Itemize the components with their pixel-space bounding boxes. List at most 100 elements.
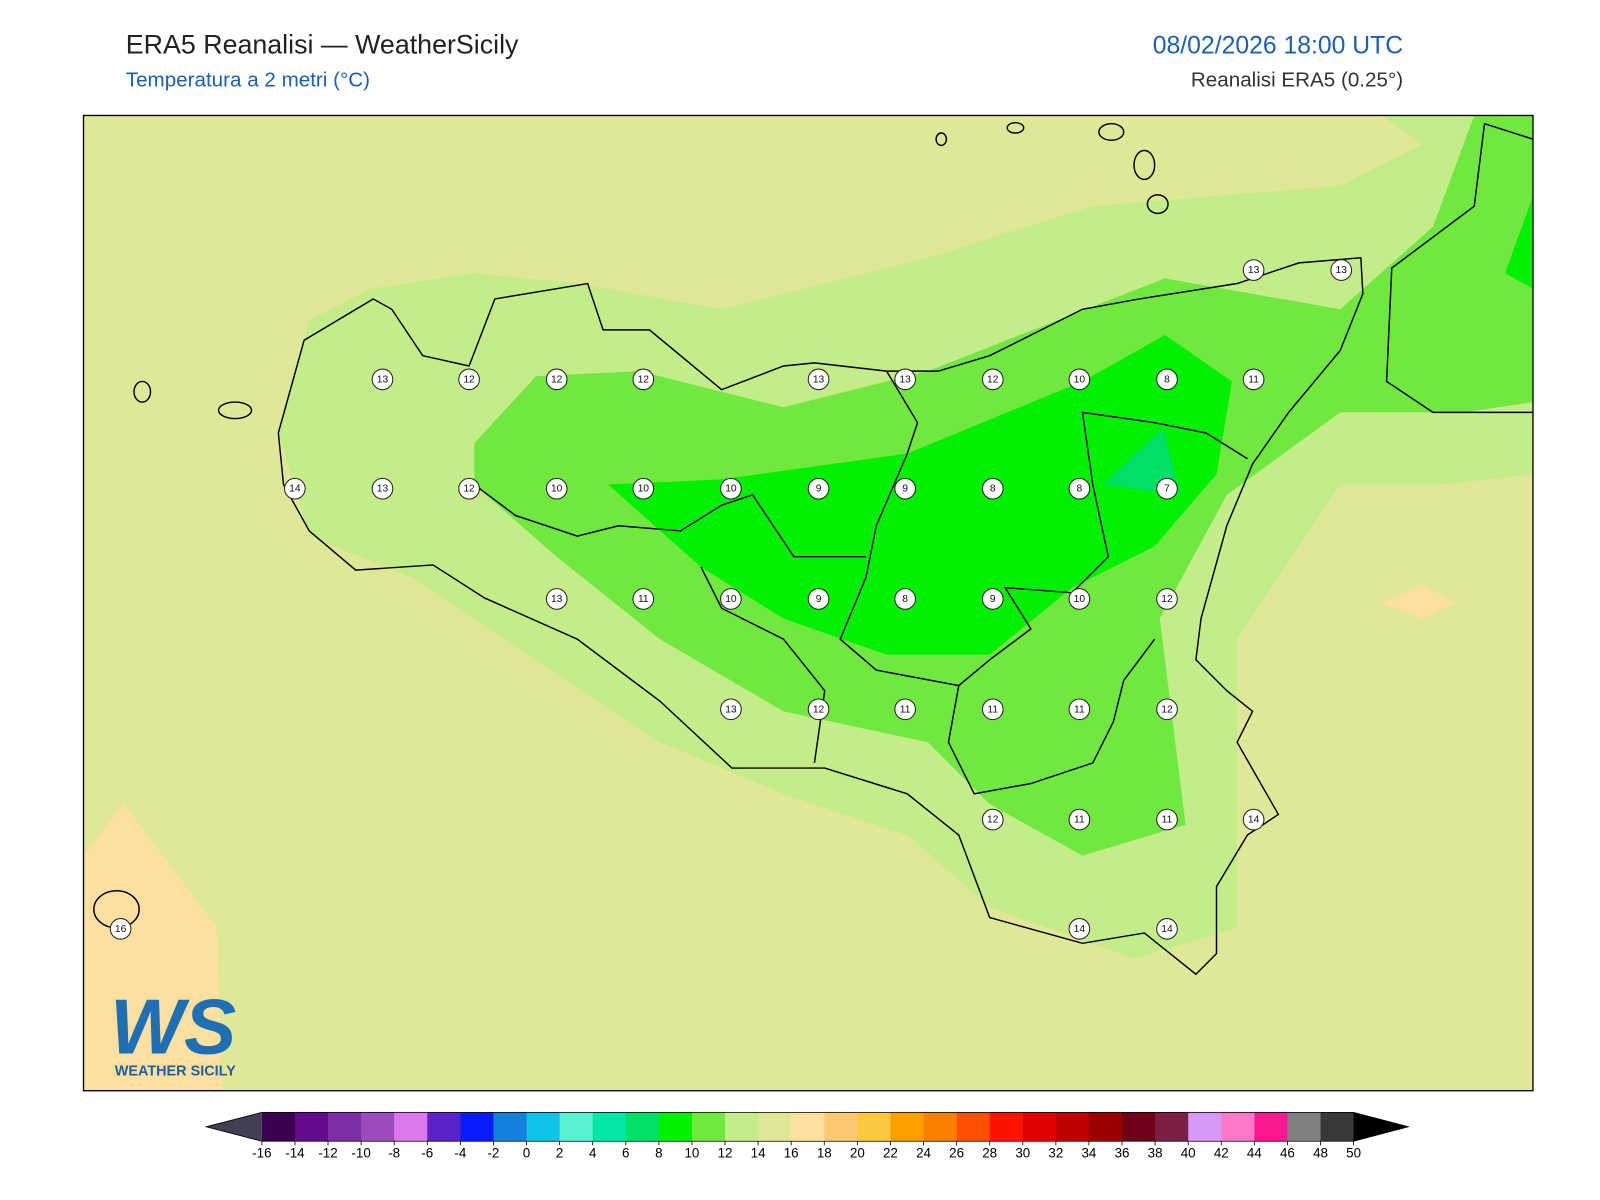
station-marker: [284, 477, 306, 500]
station-value: 11: [900, 704, 911, 715]
colorbar-tick-label: 8: [655, 1146, 662, 1161]
station-marker: [981, 808, 1004, 831]
station-marker: [807, 477, 830, 500]
sicily-coast: [277, 256, 1364, 976]
colorbar-tick-label: 12: [718, 1146, 733, 1161]
station-marker: [981, 698, 1004, 721]
station-value: 10: [551, 484, 563, 495]
colorbar-tick-label: 2: [556, 1146, 563, 1161]
colorbar-tick-label: 10: [684, 1146, 699, 1161]
colorbar-segment: [592, 1112, 627, 1142]
colorbar-tick-label: 18: [817, 1146, 832, 1161]
station-marker: [1068, 808, 1091, 831]
station-value: 12: [987, 374, 999, 385]
station-marker: [981, 477, 1004, 500]
colorbar-tick-label: 24: [916, 1146, 931, 1161]
station-marker: [1156, 368, 1178, 391]
station-marker: [894, 368, 916, 391]
station-value: 14: [1248, 815, 1260, 826]
station-value: 8: [1164, 374, 1170, 385]
colorbar-segment: [1122, 1112, 1156, 1142]
station-value: 7: [1164, 484, 1170, 495]
station-value: 13: [377, 484, 389, 495]
station-value: 12: [813, 704, 825, 715]
colorbar-segment: [427, 1112, 461, 1142]
colorbar-tick-label: 22: [883, 1146, 898, 1161]
colorbar-segment: [1221, 1112, 1255, 1142]
colorbar-segment: [559, 1112, 594, 1142]
colorbar-segment: [394, 1112, 428, 1142]
station-value: 12: [987, 815, 999, 826]
colorbar-tick-label: -4: [454, 1146, 466, 1161]
station-marker: [807, 588, 830, 610]
colorbar-tick-label: 36: [1115, 1146, 1130, 1161]
band-6-8: [1103, 427, 1181, 495]
station-marker: [1330, 259, 1353, 281]
station-marker: [1068, 368, 1091, 391]
station-marker: [720, 477, 742, 500]
colorbar-tick-label: 46: [1280, 1146, 1295, 1161]
station-value: 13: [1248, 265, 1260, 276]
date: 08/02/2026 18:00 UTC: [1153, 33, 1403, 60]
station-value: 9: [816, 594, 822, 605]
map: 13 13 13 12 12 12 13 13 12 10 8 11 14 13 12 10 10 10 9 9 8 8 7…: [83, 115, 1533, 1091]
station-value: 12: [463, 374, 475, 385]
stations: 13 13 13 12 12 12 13 13 12 10 8 11 14 13 12 10 10 10 9 9 8 8 7…: [109, 259, 1353, 940]
colorbar-segment: [857, 1112, 891, 1142]
station-marker: [371, 477, 394, 500]
station-marker: [894, 698, 916, 721]
colorbar-tick-label: -6: [421, 1146, 433, 1161]
colorbar-tick-label: 30: [1015, 1146, 1030, 1161]
station-marker: [458, 477, 480, 500]
colorbar-segment: [791, 1112, 825, 1142]
station-value: 12: [1161, 594, 1173, 605]
colorbar-segment: [1188, 1112, 1222, 1142]
station-value: 10: [725, 484, 737, 495]
station-value: 11: [1248, 374, 1259, 385]
colorbar-over: [1353, 1112, 1409, 1142]
colorbar-tick-label: 32: [1048, 1146, 1063, 1161]
colorbar-segment: [725, 1112, 759, 1142]
colorbar-tick-label: 20: [850, 1146, 865, 1161]
colorbar-segment: [1254, 1112, 1288, 1142]
colorbar-tick-label: 50: [1346, 1146, 1361, 1161]
warm-area: [83, 804, 222, 1091]
colorbar: -16 -14 -12 -10 -8 -6 -4 -2 0 2 4 6 8 10 12 14 16 18 20 22 2…: [204, 1111, 1410, 1161]
station-marker: [545, 368, 568, 391]
station-value: 16: [115, 924, 127, 935]
colorbar-segment: [890, 1112, 925, 1142]
colorbar-tick-label: 4: [589, 1146, 597, 1161]
colorbar-tick-label: 16: [784, 1146, 799, 1161]
station-value: 10: [1074, 374, 1086, 385]
colorbar-tick-label: -2: [487, 1146, 499, 1161]
band-8-10: [608, 335, 1232, 655]
station-marker: [807, 698, 830, 721]
colorbar-tick-label: 44: [1247, 1146, 1262, 1161]
station-marker: [632, 368, 655, 391]
title: ERA5 Reanalisi — WeatherSicily: [126, 30, 519, 60]
colorbar-tick-label: 28: [982, 1146, 997, 1161]
station-value: 8: [902, 594, 908, 605]
station-marker: [1156, 477, 1178, 500]
colorbar-segment: [294, 1112, 329, 1142]
station-marker: [1156, 588, 1178, 610]
colorbar-segment: [758, 1112, 792, 1142]
station-marker: [1068, 918, 1091, 940]
station-value: 13: [813, 374, 825, 385]
station-marker: [981, 368, 1004, 391]
colorbar-tick-label: 42: [1214, 1146, 1229, 1161]
station-value: 9: [990, 594, 996, 605]
colorbar-tick-label: -10: [351, 1146, 370, 1161]
station-marker: [720, 698, 742, 721]
source: Reanalisi ERA5 (0.25°): [1191, 69, 1403, 92]
station-value: 13: [377, 374, 389, 385]
calabria-coast: [1385, 122, 1533, 414]
station-marker: [981, 588, 1004, 610]
station-value: 13: [1336, 265, 1348, 276]
colorbar-tick-label: 14: [751, 1146, 766, 1161]
warm-area: [1381, 585, 1456, 619]
station-value: 14: [1161, 924, 1173, 935]
station-value: 11: [987, 704, 998, 715]
station-value: 14: [1074, 924, 1086, 935]
station-marker: [1156, 918, 1178, 940]
